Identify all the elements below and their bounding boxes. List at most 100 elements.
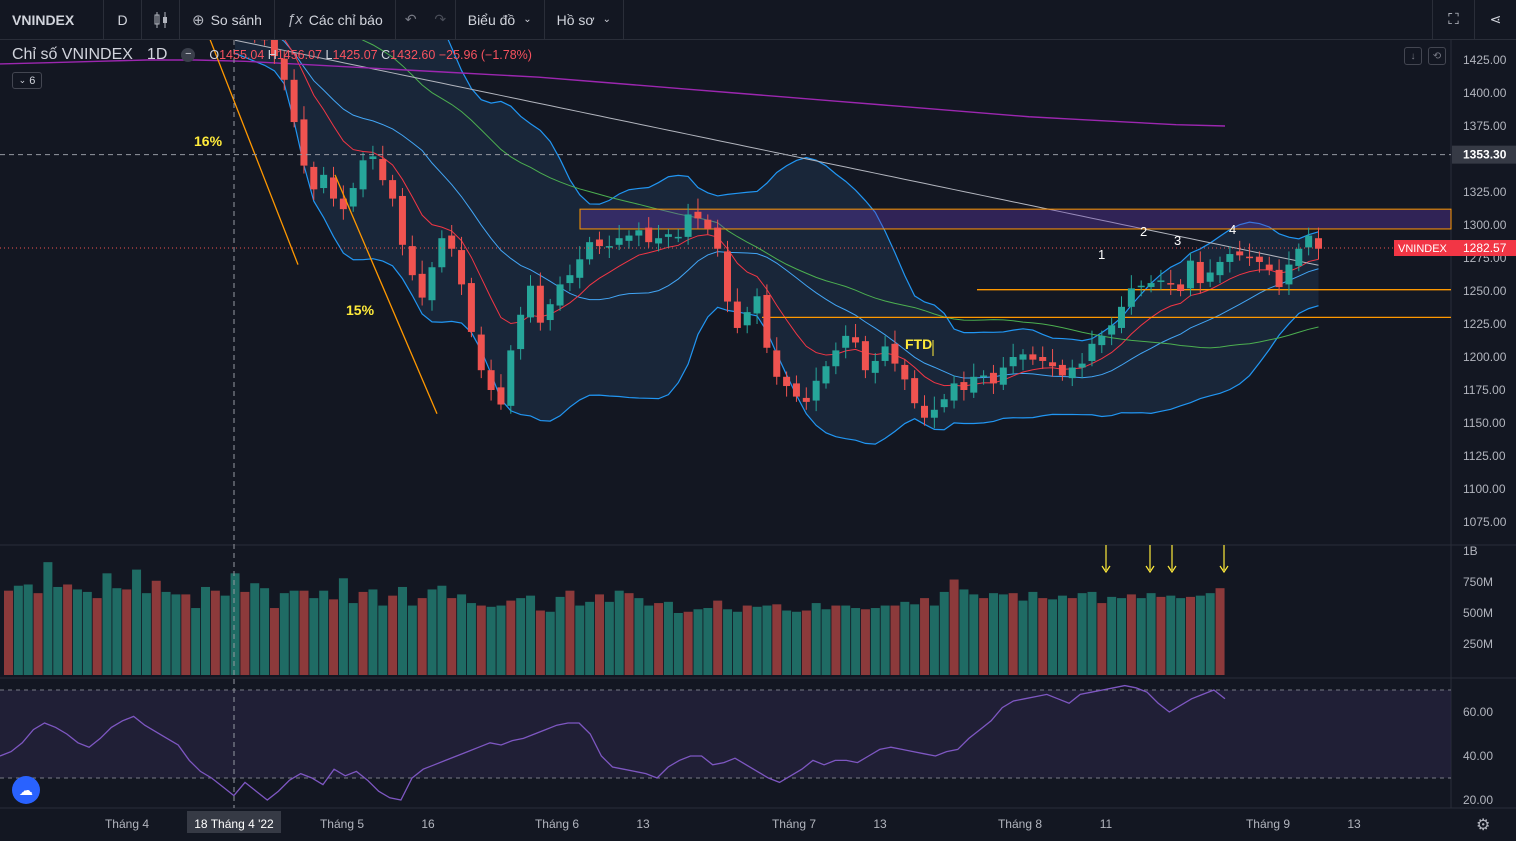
volume-bar [368,589,378,675]
bollinger-band-fill [235,40,1319,445]
volume-bar [860,609,870,675]
candle [1078,363,1086,368]
volume-bar [191,608,201,675]
time-tick-label: 13 [1347,817,1361,831]
volume-bar [732,611,742,675]
collapse-legend-button[interactable]: − [181,48,196,62]
volume-bar [112,588,122,675]
candle [1029,354,1037,360]
chart-menu-button[interactable]: Biểu đồ ⌄ [456,0,545,39]
volume-bar [82,591,92,675]
symbol-search-button[interactable]: VNINDEX [0,0,104,39]
volume-bar [279,593,289,675]
candle [615,238,623,245]
gear-icon: ⚙ [1476,817,1491,834]
fullscreen-button[interactable]: ⛶ [1432,0,1474,39]
candle [1236,251,1244,256]
profile-label: Hồ sơ [556,11,595,28]
volume-bar [920,598,930,675]
volume-bar [949,579,959,675]
volume-bar [102,573,112,675]
trend-arrow [209,40,299,265]
reset-chart-button[interactable]: ⟲ [1428,47,1446,65]
volume-bar [1048,599,1058,675]
candle [330,177,337,199]
candle [527,285,534,318]
crosshair-time-label: 18 Tháng 4 '22 [194,817,274,831]
volume-bar [1205,593,1215,675]
volume-bar [900,601,910,675]
tradingview-logo[interactable]: ☁ [12,776,40,804]
scroll-to-latest-button[interactable]: ↓ [1404,47,1422,65]
high-value: 1456.07 [276,48,322,62]
volume-bar [693,609,703,675]
volume-bar [1067,598,1077,675]
volume-bar [792,611,801,675]
candle [1305,235,1313,248]
symbol-tag-label: VNINDEX [1398,243,1448,255]
volume-bar [171,594,181,675]
indicators-toggle[interactable]: ⌄ 6 [12,72,42,89]
chart-title: Chỉ số VNINDEX [12,46,133,63]
candle [1068,367,1076,379]
candle [320,174,328,189]
interval-button[interactable]: D [104,0,142,39]
compare-button[interactable]: ⊕ So sánh [180,0,275,39]
volume-bar [250,583,260,675]
volume-bar [644,605,654,675]
volume-bar [33,593,43,675]
chart-settings-button[interactable]: ⚙ [1476,815,1490,835]
profile-menu-button[interactable]: Hồ sơ ⌄ [545,0,624,39]
time-tick-label: Tháng 7 [772,817,816,831]
time-tick-label: 16 [421,817,435,831]
candle [1167,283,1175,285]
volume-bar [4,590,13,675]
redo-button[interactable]: ↷ [426,0,456,39]
price-chart[interactable]: 1425.001400.001375.001350.001325.001300.… [0,40,1516,841]
ma-purple-line [0,59,1226,127]
undo-button[interactable]: ↶ [396,0,426,39]
timeframe-label: 1D [146,46,168,63]
volume-arrowhead [1145,565,1155,574]
candle [576,259,584,278]
chart-menu-label: Biểu đồ [467,11,516,28]
volume-bar [63,584,73,675]
volume-bar [122,589,132,675]
volume-bar [555,596,565,675]
volume-bar [772,604,782,675]
volume-bar [496,605,506,675]
time-tick-label: 11 [1100,817,1113,831]
volume-bar [319,590,329,675]
chart-style-button[interactable] [142,0,180,39]
candle [625,235,633,241]
candle [1118,306,1125,328]
volume-bar [289,590,299,675]
candle [1285,264,1293,285]
volume-bar [624,593,634,675]
candle [1019,354,1027,360]
volume-bar [72,589,82,675]
ma-gray-line [234,40,1319,266]
candle [418,273,426,298]
candle [655,238,663,244]
volume-bar [890,605,900,675]
time-tick-label: 13 [636,817,650,831]
volume-bar [260,588,270,675]
volume-bar [1126,594,1136,675]
crosshair-time-tag [187,811,281,833]
volume-bar [959,589,969,675]
candle [1009,357,1017,367]
candle [999,367,1007,385]
share-button[interactable]: ⋖ [1474,0,1516,39]
volume-bar [870,608,880,675]
indicators-button[interactable]: ƒx Các chỉ báo [275,0,396,39]
candle [704,219,712,229]
candle [1295,248,1303,266]
volume-bar [663,601,673,675]
candle [1255,256,1263,262]
price-tick-label: 1225.00 [1463,317,1507,331]
candle [664,234,672,237]
volume-bar [299,590,309,675]
price-tick-label: 1400.00 [1463,86,1507,100]
candle [733,301,741,328]
